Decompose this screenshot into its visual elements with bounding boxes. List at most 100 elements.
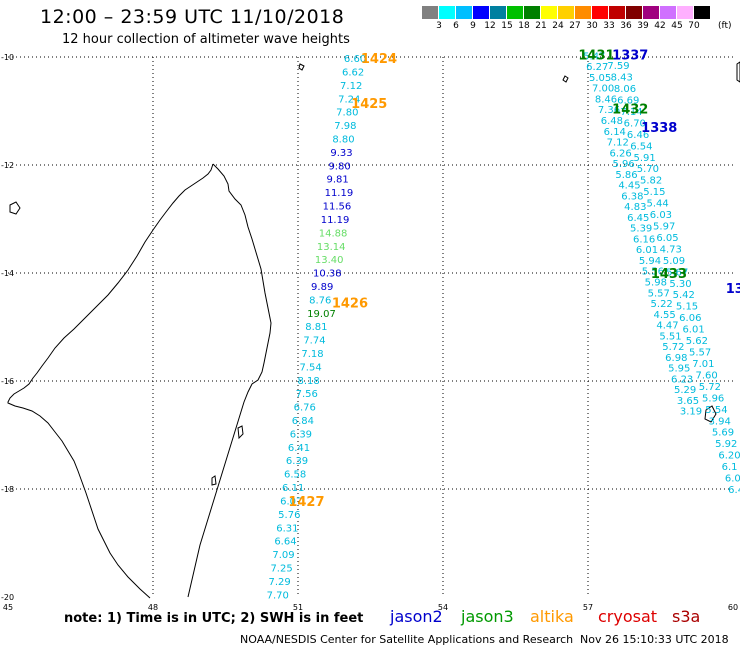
swh-value: 5.15: [676, 302, 698, 313]
swh-value: 4.45: [618, 181, 640, 192]
swh-value: 6.11: [282, 483, 304, 494]
pass-time-label: 1427: [288, 495, 324, 510]
swh-value: 6.16: [633, 234, 655, 245]
legend-label: 24: [552, 21, 564, 31]
swh-value: 6.14: [604, 127, 626, 138]
legend-swatch: [694, 6, 710, 19]
swh-value: 6.01: [682, 325, 704, 336]
satellite-s3a: s3a: [672, 607, 701, 626]
pass-time-label: 1431: [578, 48, 614, 63]
swh-value: 4.55: [653, 310, 675, 321]
swh-value: 5.56: [642, 267, 664, 278]
swh-value: 6.84: [292, 416, 314, 427]
swh-value: 6.01: [636, 245, 658, 256]
swh-value: 11.56: [323, 202, 352, 213]
legend-label: 21: [535, 21, 547, 31]
lon-tick-label: 48: [148, 603, 158, 612]
swh-value: 5.57: [648, 288, 670, 299]
swh-value: 6.70: [624, 118, 646, 129]
swh-value: 6.60: [344, 54, 366, 65]
swh-value: 5.72: [662, 342, 684, 353]
swh-value: 7.18: [301, 349, 323, 360]
pass-time-label: 1337: [612, 48, 648, 63]
legend-swatch: [490, 6, 506, 19]
swh-value: 7.14: [620, 107, 642, 118]
legend-swatch: [507, 6, 523, 19]
credit-text: NOAA/NESDIS Center for Satellite Applica…: [240, 633, 574, 646]
swh-value: 8.43: [611, 73, 633, 84]
swh-value: 6.41: [288, 443, 310, 454]
legend-label: 12: [484, 21, 496, 31]
legend-label: 45: [671, 21, 683, 31]
lon-tick-label: 51: [293, 603, 303, 612]
swh-value: 9.81: [327, 175, 349, 186]
nosy-be-island: [9, 201, 21, 215]
swh-value: 6.31: [276, 523, 298, 534]
lat-tick-label: -20: [1, 593, 14, 602]
pass-time-label: 13: [726, 282, 740, 297]
swh-value: 14.88: [319, 228, 348, 239]
swh-value: 5.15: [643, 187, 665, 198]
madagascar-coastline: [7, 61, 740, 599]
legend-swatch: [592, 6, 608, 19]
pass-time-label: 1425: [351, 97, 387, 112]
pass-time-label: 1432: [612, 102, 648, 117]
swh-value: 6.39: [286, 456, 308, 467]
lat-tick-label: -16: [1, 377, 14, 386]
timestamp-text: Nov 26 15:10:33 UTC 2018: [580, 633, 729, 646]
footer-note: note: 1) Time is in UTC; 2) SWH is in fe…: [64, 611, 364, 626]
swh-value: 5.51: [659, 331, 681, 342]
swh-value: 6.1: [722, 462, 738, 473]
swh-value: 5.62: [686, 336, 708, 347]
swh-value: 7.60: [696, 370, 718, 381]
swh-value: 6.03: [650, 210, 672, 221]
swh-value: 5.69: [712, 428, 734, 439]
legend-label: 15: [501, 21, 513, 31]
legend-label: 6: [453, 21, 459, 31]
legend-swatch: [575, 6, 591, 19]
west-track-values: 6.60 6.62 7.12 7.24 7.80 7.98 8.80 9.33 9.80 9.81…: [267, 54, 367, 601]
swh-value: 8.80: [332, 135, 354, 146]
legend-label: 27: [569, 21, 581, 31]
swh-value: 5.05: [589, 73, 611, 84]
swh-value: 6.26: [610, 148, 632, 159]
legend-swatch: [643, 6, 659, 19]
swh-value: 5.39: [630, 224, 652, 235]
lon-tick-label: 54: [438, 603, 448, 612]
legend-label: 3: [436, 21, 442, 31]
legend-label: 33: [603, 21, 615, 31]
legend-label: 36: [620, 21, 632, 31]
swh-value: 5.76: [278, 510, 300, 521]
satellite-cryosat: cryosat: [598, 607, 658, 626]
legend-swatch: [541, 6, 557, 19]
swh-value: 5.42: [673, 290, 695, 301]
swh-value: 7.56: [296, 389, 318, 400]
legend-label: 18: [518, 21, 530, 31]
swh-value: 7.25: [270, 563, 292, 574]
coastline-path: [7, 163, 272, 599]
legend-swatch: [473, 6, 489, 19]
swh-value: 7.80: [336, 108, 358, 119]
pass-time-label: 1424: [361, 52, 397, 67]
swh-value: 7.09: [272, 550, 294, 561]
lon-tick-label: 57: [583, 603, 593, 612]
swh-value: 6.48: [601, 116, 623, 127]
swh-value: 5.95: [668, 364, 690, 375]
axis-labels: 45 48 51 54 57 60 -10 -12 -14 -16 -18 -20: [1, 53, 738, 612]
swh-value: 10.38: [313, 269, 342, 280]
lat-tick-label: -12: [1, 161, 14, 170]
swh-value: 5.94: [639, 256, 661, 267]
swh-value: 3.65: [677, 396, 699, 407]
swh-value: 6.4: [728, 485, 740, 496]
lat-tick-label: -10: [1, 53, 14, 62]
swh-value: 13.40: [315, 255, 344, 266]
swh-value: 5.86: [615, 170, 637, 181]
swh-value: 7.12: [607, 138, 629, 149]
swh-value: 7.59: [607, 61, 629, 72]
swh-value: 4.47: [656, 321, 678, 332]
swh-value: 6.27: [586, 62, 608, 73]
swh-value: 5.91: [633, 153, 655, 164]
swh-value: 6.06: [725, 474, 740, 485]
swh-value: 5.47: [583, 51, 605, 62]
